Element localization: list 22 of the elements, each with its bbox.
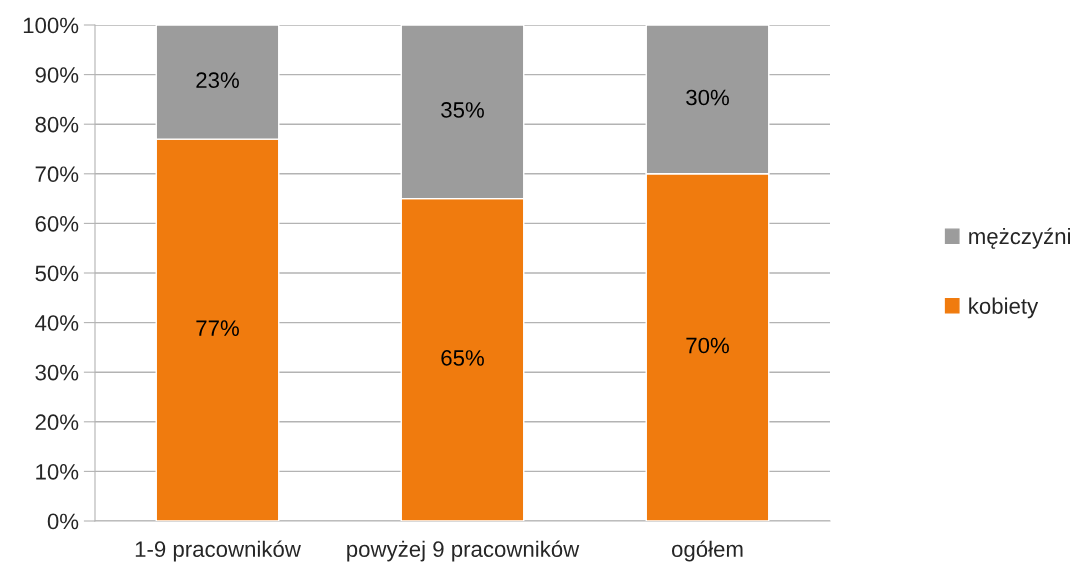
- y-tick-label: 100%: [23, 17, 79, 34]
- data-label: 35%: [441, 102, 484, 118]
- data-label: 23%: [196, 72, 239, 89]
- y-tick-label: 30%: [35, 364, 79, 381]
- y-tick-label: 80%: [35, 116, 79, 133]
- data-label: 77%: [196, 320, 239, 336]
- legend-label: kobiety: [969, 297, 1039, 319]
- y-tick-label: 20%: [35, 414, 79, 431]
- y-tick-label: 90%: [35, 67, 79, 83]
- y-tick-label: 70%: [35, 166, 79, 183]
- y-tick-label: 50%: [35, 265, 79, 282]
- data-label: 65%: [441, 350, 484, 366]
- legend-label: mężczyźni: [969, 227, 1070, 249]
- x-tick-label: powyżej 9 pracowników: [347, 540, 580, 562]
- y-tick-label: 0%: [47, 513, 79, 530]
- x-tick-label: ogółem: [671, 540, 743, 562]
- y-tick-label: 60%: [35, 215, 79, 232]
- y-tick-label: 10%: [36, 463, 79, 480]
- data-label: 30%: [686, 89, 729, 106]
- x-tick-label: 1-9 pracowników: [135, 540, 301, 562]
- y-tick-label: 40%: [35, 315, 79, 331]
- data-label: 70%: [686, 337, 729, 354]
